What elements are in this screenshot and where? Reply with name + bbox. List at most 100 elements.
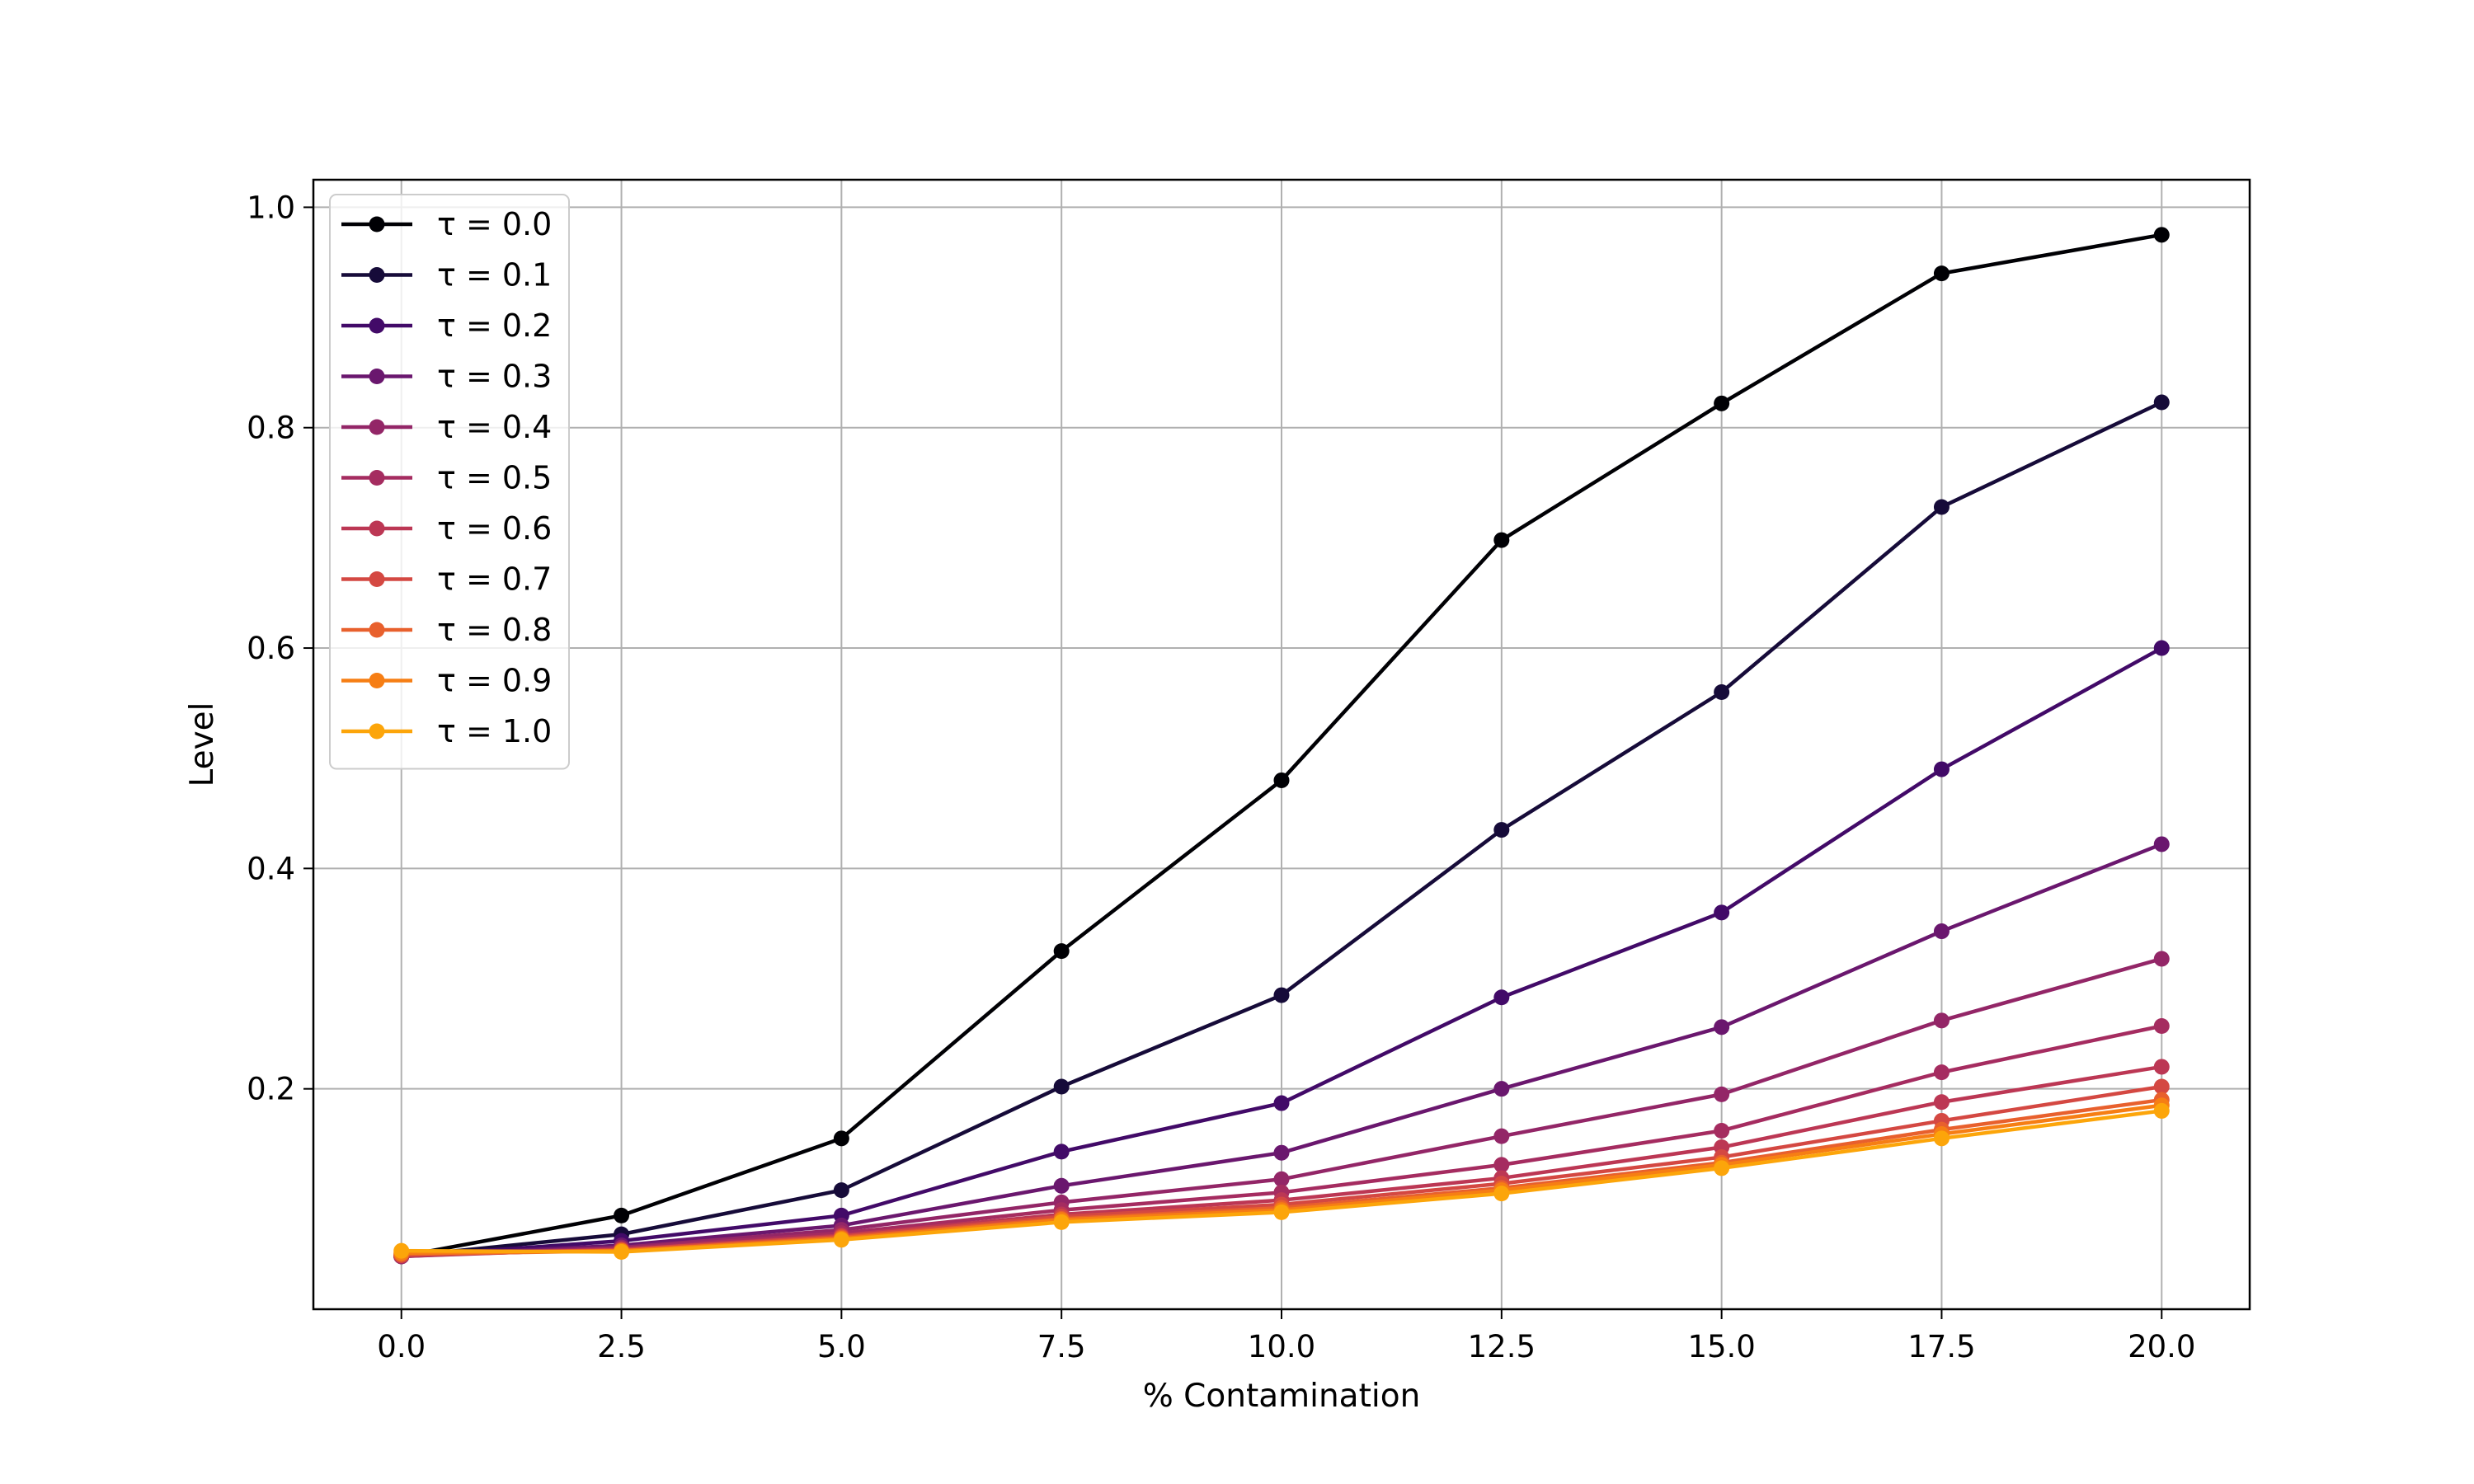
- x-tick-label: 2.5: [597, 1329, 646, 1364]
- legend-swatch-marker: [369, 520, 385, 537]
- data-point: [833, 1182, 849, 1199]
- legend-item: τ = 0.4: [341, 409, 552, 445]
- y-tick-label: 0.8: [247, 411, 295, 446]
- data-point: [1273, 1171, 1290, 1187]
- grid-lines: [313, 180, 2250, 1309]
- data-point: [2153, 1059, 2170, 1075]
- legend-item: τ = 0.2: [341, 308, 552, 344]
- legend-label: τ = 0.1: [437, 257, 552, 294]
- data-point: [1714, 1019, 1730, 1036]
- data-point: [1493, 532, 1510, 548]
- x-tick-label: 17.5: [1907, 1329, 1975, 1364]
- data-point: [1933, 923, 1950, 940]
- series-1: [393, 394, 2170, 1265]
- legend-item: τ = 0.5: [341, 460, 552, 496]
- data-point: [1714, 904, 1730, 921]
- y-axis: 0.2 0.4 0.6 0.8 1.0: [247, 190, 313, 1107]
- data-point: [1493, 989, 1510, 1006]
- data-point: [2153, 951, 2170, 967]
- data-point: [1273, 1204, 1290, 1220]
- legend-item: τ = 0.0: [341, 206, 552, 242]
- data-point: [1273, 1144, 1290, 1161]
- legend-label: τ = 0.5: [437, 460, 552, 496]
- y-tick-label: 0.6: [247, 631, 295, 666]
- data-point: [2153, 227, 2170, 243]
- x-tick-label: 7.5: [1037, 1329, 1086, 1364]
- legend-swatch-marker: [369, 267, 385, 283]
- legend-label: τ = 0.4: [437, 409, 552, 445]
- legend-label: τ = 0.9: [437, 663, 552, 699]
- data-point: [1933, 1064, 1950, 1081]
- data-point: [2153, 1102, 2170, 1119]
- data-point: [1933, 1130, 1950, 1147]
- data-point: [614, 1207, 630, 1223]
- legend-swatch-marker: [369, 723, 385, 740]
- legend-label: τ = 0.3: [437, 359, 552, 395]
- data-point: [1714, 1160, 1730, 1176]
- legend-item: τ = 0.1: [341, 257, 552, 294]
- legend-label: τ = 0.6: [437, 510, 552, 547]
- data-point: [1493, 1081, 1510, 1097]
- legend-item: τ = 0.3: [341, 359, 552, 395]
- legend-swatch-marker: [369, 317, 385, 334]
- data-point: [1714, 1086, 1730, 1102]
- data-point: [1714, 395, 1730, 411]
- data-point: [1273, 987, 1290, 1003]
- data-point: [1053, 1177, 1070, 1194]
- data-point: [1053, 943, 1070, 960]
- legend-label: τ = 0.8: [437, 612, 552, 648]
- data-point: [833, 1232, 849, 1248]
- legend-swatch-marker: [369, 673, 385, 688]
- x-axis: 0.0 2.5 5.0 7.5 10.0 12.5 15.0 17.5 20.0: [377, 1309, 2195, 1364]
- data-point: [1933, 1012, 1950, 1029]
- series-10: [393, 1102, 2170, 1260]
- legend-label: τ = 0.7: [437, 561, 552, 598]
- data-point: [1493, 1186, 1510, 1202]
- x-axis-label: % Contamination: [1143, 1378, 1421, 1415]
- data-point: [1273, 1095, 1290, 1111]
- legend-swatch-marker: [369, 216, 385, 232]
- legend-box: [329, 194, 570, 770]
- data-point: [2153, 1017, 2170, 1034]
- data-point: [1493, 1157, 1510, 1173]
- legend-item: τ = 0.8: [341, 612, 552, 648]
- legend-label: τ = 0.0: [437, 206, 552, 242]
- x-tick-label: 10.0: [1248, 1329, 1315, 1364]
- data-point: [393, 1242, 410, 1259]
- data-point: [614, 1243, 630, 1260]
- data-point: [2153, 836, 2170, 852]
- x-tick-label: 20.0: [2128, 1329, 2195, 1364]
- data-point: [1933, 499, 1950, 515]
- legend-swatch-marker: [369, 470, 385, 486]
- legend-item: τ = 0.9: [341, 663, 552, 699]
- legend-item: τ = 0.6: [341, 510, 552, 547]
- legend-item: τ = 1.0: [341, 713, 552, 749]
- y-tick-label: 0.2: [247, 1072, 295, 1107]
- series-0: [393, 227, 2170, 1265]
- legend-swatch-marker: [369, 622, 385, 638]
- data-point: [1933, 1094, 1950, 1111]
- x-tick-label: 12.5: [1468, 1329, 1536, 1364]
- data-point: [1714, 684, 1730, 701]
- legend-item: τ = 0.7: [341, 561, 552, 598]
- data-point: [833, 1130, 849, 1147]
- legend-swatch-marker: [369, 419, 385, 435]
- series-layer: [393, 227, 2170, 1265]
- legend-swatch-marker: [369, 571, 385, 587]
- data-point: [1933, 761, 1950, 777]
- x-tick-label: 5.0: [817, 1329, 866, 1364]
- data-point: [2153, 640, 2170, 656]
- legend-label: τ = 0.2: [437, 308, 552, 344]
- y-tick-label: 1.0: [247, 190, 295, 225]
- data-point: [2153, 1078, 2170, 1095]
- legend: τ = 0.0 τ = 0.1 τ = 0.2 τ = 0.3 τ = 0.4 τ = 0…: [329, 194, 570, 770]
- legend-swatch-marker: [369, 369, 385, 384]
- x-tick-label: 0.0: [377, 1329, 426, 1364]
- data-point: [1493, 1128, 1510, 1144]
- data-point: [1493, 822, 1510, 838]
- y-axis-label: Level: [184, 702, 221, 787]
- data-point: [1053, 1214, 1070, 1230]
- data-point: [1714, 1122, 1730, 1139]
- data-point: [1053, 1078, 1070, 1095]
